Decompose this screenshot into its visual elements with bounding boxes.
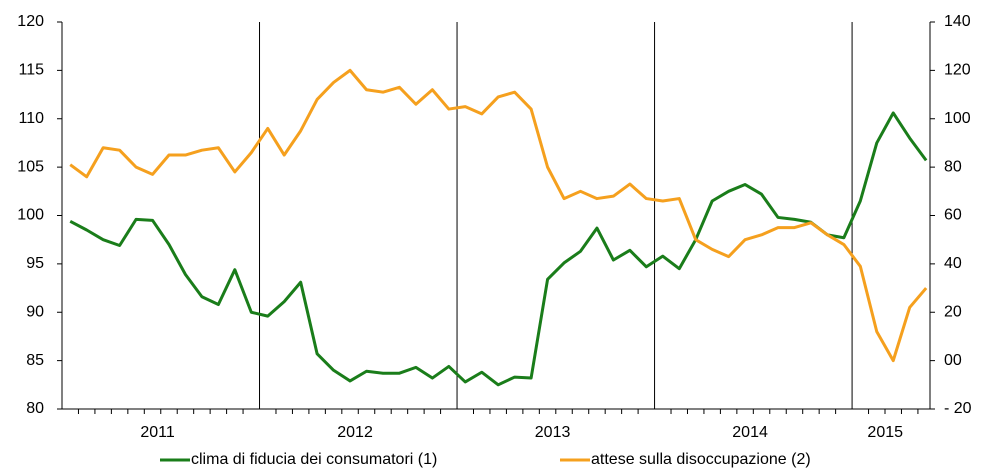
- x-tick-label: 2015: [867, 424, 903, 441]
- y2-tick-label: 60: [944, 207, 962, 224]
- y2-tick-label: 20: [944, 303, 962, 320]
- series-line: [69, 68, 928, 363]
- y-tick-label: 115: [18, 62, 44, 79]
- y2-tick-label: - 20: [944, 400, 972, 417]
- y-tick-label: 95: [26, 255, 44, 272]
- x-tick-label: 2011: [140, 424, 175, 441]
- y2-tick-label: 00: [944, 352, 962, 369]
- y-tick-label: 80: [26, 400, 44, 417]
- legend-label: attese sulla disoccupazione (2): [591, 451, 811, 468]
- y2-tick-label: 120: [944, 62, 971, 79]
- x-tick-label: 2014: [732, 424, 768, 441]
- y-tick-label: 120: [17, 13, 44, 30]
- x-tick-label: 2013: [535, 424, 571, 441]
- legend-label: clima di fiducia dei consumatori (1): [191, 451, 437, 468]
- y-tick-label: 105: [17, 158, 44, 175]
- y2-tick-label: 140: [944, 13, 971, 30]
- y-tick-label: 110: [18, 110, 44, 127]
- x-tick-label: 2012: [337, 424, 373, 441]
- y-tick-label: 100: [17, 207, 44, 224]
- y-tick-label: 90: [26, 303, 44, 320]
- series-line: [69, 111, 928, 387]
- y2-tick-label: 40: [944, 255, 962, 272]
- y-tick-label: 85: [26, 352, 44, 369]
- y2-tick-label: 80: [944, 158, 962, 175]
- y2-tick-label: 100: [944, 110, 971, 127]
